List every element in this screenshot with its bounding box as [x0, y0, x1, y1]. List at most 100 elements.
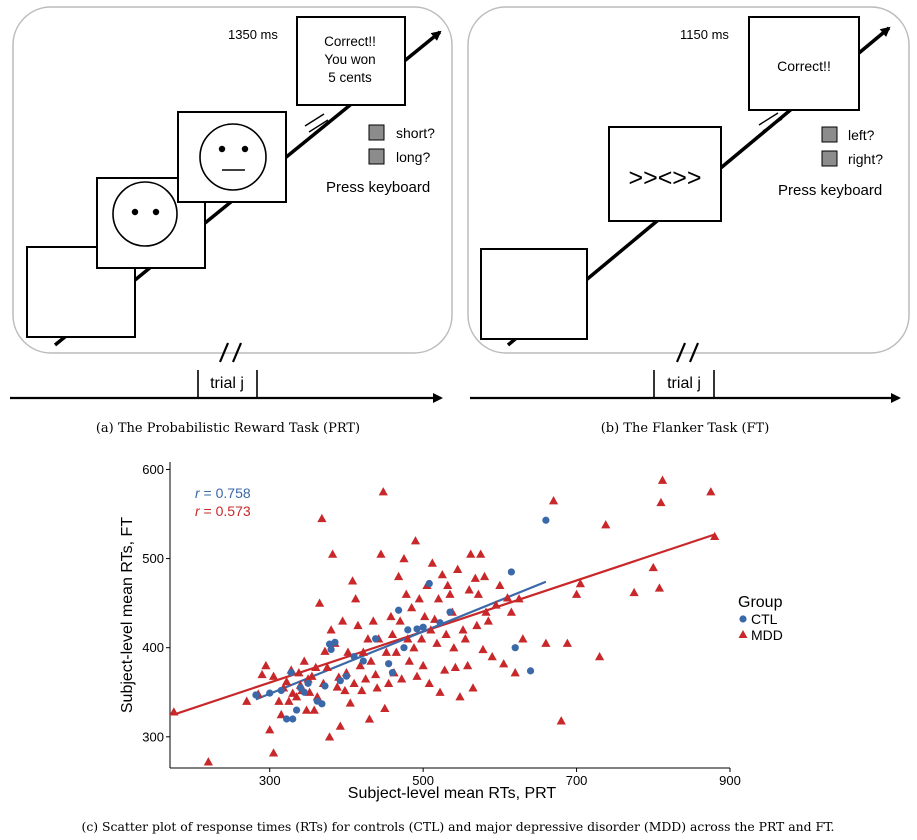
prt-frame	[12, 6, 453, 354]
ft-trial-break-mark	[675, 342, 700, 363]
mdd-point	[426, 625, 436, 634]
ft-feedback-screen	[748, 16, 860, 111]
mdd-point	[710, 531, 720, 540]
mdd-point	[472, 620, 482, 630]
mdd-point	[495, 580, 505, 589]
mdd-point	[410, 536, 421, 545]
mdd-fit-line	[173, 533, 716, 716]
x-axis-label: Subject-level mean RTs, PRT	[348, 785, 557, 802]
prt-panel: Correct!! You won 5 cents 1350 ms short?…	[10, 6, 453, 436]
prt-feedback-screen	[296, 16, 406, 106]
ctl-point	[388, 669, 397, 677]
prt-feedback-line-1: Correct!!	[324, 34, 376, 49]
ctl-point	[359, 657, 367, 665]
x-tick-label: 500	[412, 773, 434, 788]
mdd-point	[479, 571, 490, 581]
mdd-point	[394, 571, 404, 581]
ctl-point	[277, 686, 285, 695]
prt-instruction: Press keyboard	[326, 179, 430, 196]
ctl-point	[283, 715, 291, 723]
mdd-point	[274, 696, 284, 705]
mdd-point	[317, 513, 327, 523]
mdd-point	[326, 625, 336, 634]
mdd-point	[299, 656, 309, 665]
mdd-point	[437, 570, 447, 579]
mdd-point	[401, 589, 411, 598]
mdd-point	[654, 583, 665, 592]
ctl-point	[371, 635, 380, 643]
x-tick-label: 700	[566, 773, 588, 788]
mdd-point	[510, 668, 520, 677]
ctl-point	[318, 700, 326, 708]
ctl-point	[289, 715, 297, 723]
mdd-point	[311, 662, 321, 671]
ctl-point	[436, 619, 444, 627]
mdd-point	[399, 553, 409, 563]
mdd-point	[380, 703, 390, 712]
mdd-point	[424, 678, 434, 688]
mdd-point	[349, 678, 359, 688]
mdd-point	[443, 580, 453, 589]
mdd-point	[386, 611, 396, 621]
mdd-correlation: r = 0.573	[195, 503, 251, 519]
ctl-point	[526, 667, 535, 675]
mdd-point	[314, 598, 325, 607]
scatter-panel: 300 500 700 900 300 400 500 600 r = 0.758 r = …	[82, 462, 835, 834]
ft-instruction: Press keyboard	[778, 182, 882, 199]
mdd-point	[282, 676, 292, 686]
mdd-point	[556, 716, 566, 725]
ft-stimulus-arrows: >><>>	[629, 164, 702, 192]
mdd-point	[387, 629, 398, 639]
prt-feedback-line-2: You won	[324, 52, 375, 67]
mdd-point	[514, 594, 524, 603]
mdd-point	[468, 683, 478, 692]
ft-option-1: left?	[848, 127, 875, 143]
mdd-point	[432, 638, 442, 647]
prt-face-screen-2	[177, 111, 287, 203]
ctl-point	[413, 625, 421, 633]
ctl-point	[385, 660, 393, 668]
ctl-point	[446, 608, 454, 616]
mdd-point	[361, 674, 371, 683]
mdd-point	[412, 671, 422, 680]
y-axis-ticks: 300 400 500 600	[142, 462, 170, 744]
legend-mdd-marker	[738, 630, 748, 638]
mdd-point	[629, 587, 639, 597]
mdd-point	[268, 748, 279, 757]
mdd-point	[284, 696, 294, 705]
ft-option-2: right?	[848, 151, 883, 167]
mdd-point	[338, 616, 348, 625]
prt-caption: (a) The Probabilistic Reward Task (PRT)	[96, 421, 360, 436]
mdd-point	[376, 549, 386, 558]
mdd-point	[357, 685, 367, 695]
mdd-point	[307, 671, 317, 680]
mdd-point	[706, 487, 716, 496]
y-tick-label: 400	[142, 640, 164, 655]
mdd-point	[384, 678, 394, 688]
ctl-point	[321, 682, 329, 690]
ctl-points	[252, 516, 550, 723]
mdd-point	[440, 665, 450, 674]
mdd-point	[445, 589, 455, 598]
ft-time-label: 1150 ms	[680, 27, 729, 42]
prt-break-mark	[304, 113, 329, 133]
ctl-fit-line	[255, 580, 547, 701]
mdd-point	[518, 634, 528, 643]
x-tick-label: 900	[719, 773, 741, 788]
prt-key-box-1	[368, 124, 385, 141]
mdd-point	[265, 725, 275, 734]
mdd-point	[328, 549, 338, 558]
mdd-point	[363, 634, 373, 643]
mdd-point	[345, 698, 355, 707]
x-tick-label: 300	[259, 773, 281, 788]
mdd-point	[657, 475, 668, 484]
mdd-point	[301, 705, 312, 714]
prt-key-box-2	[368, 148, 385, 165]
prt-feedback-line-3: 5 cents	[328, 70, 372, 85]
mdd-point	[288, 688, 298, 697]
mdd-point	[450, 662, 460, 671]
mdd-point	[364, 714, 375, 723]
ctl-point	[425, 579, 433, 588]
prt-time-label: 1350 ms	[228, 27, 278, 42]
